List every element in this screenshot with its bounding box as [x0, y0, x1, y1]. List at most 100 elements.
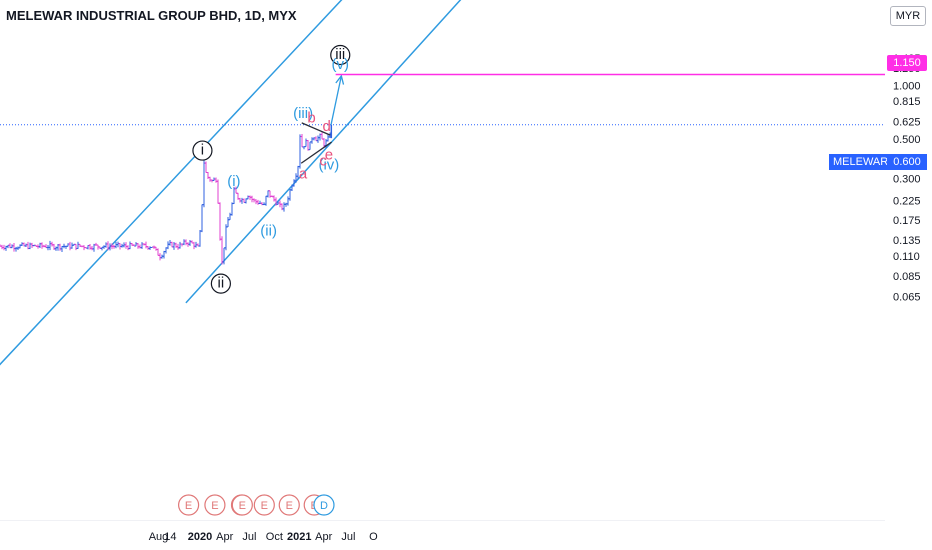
- event-marker-text: E: [185, 500, 192, 512]
- wave-label-circled[interactable]: iii: [330, 44, 351, 66]
- ohlc-bar: [54, 246, 58, 251]
- wave-label[interactable]: (i): [227, 173, 240, 190]
- ohlc-bar: [200, 204, 204, 233]
- ohlc-bar: [144, 241, 148, 249]
- x-tick-label: Apr: [216, 531, 233, 543]
- ohlc-bar: [158, 253, 162, 261]
- earnings-marker[interactable]: E: [278, 494, 300, 516]
- ohlc-bar: [128, 241, 132, 250]
- ohlc-bar: [304, 138, 308, 148]
- ohlc-bar: [0, 244, 4, 250]
- x-tick-label: O: [369, 531, 378, 543]
- ohlc-bar: [288, 188, 292, 201]
- event-marker-text: E: [211, 500, 218, 512]
- channel-lower-line[interactable]: [185, 0, 885, 304]
- y-tick-label: 0.300: [893, 173, 921, 185]
- ohlc-bar: [24, 243, 28, 247]
- ohlc-bar: [40, 242, 44, 249]
- target-price-label: 1.150: [887, 55, 927, 71]
- ohlc-bar: [298, 134, 302, 169]
- ohlc-bar: [68, 241, 72, 251]
- triangle-upper-line[interactable]: [301, 122, 331, 136]
- wave-label[interactable]: (iv): [318, 156, 339, 173]
- price-axis[interactable]: 1.2501.0000.8150.6250.5000.3750.3000.225…: [885, 0, 932, 520]
- ohlc-bar: [74, 243, 78, 251]
- x-tick-label: 2020: [188, 531, 212, 543]
- y-tick-label: 0.085: [893, 271, 921, 283]
- x-tick-label: Jul: [341, 531, 355, 543]
- y-tick-label: 0.625: [893, 117, 921, 129]
- ohlc-bar: [182, 239, 186, 246]
- ohlc-bar: [316, 135, 320, 143]
- chart-title: MELEWAR INDUSTRIAL GROUP BHD, 1D, MYX: [6, 8, 297, 23]
- x-tick-label: 2021: [287, 531, 311, 543]
- wave-label-text: iii: [335, 46, 345, 63]
- currency-button[interactable]: MYR: [890, 6, 926, 26]
- last-price-tag: 0.600: [887, 154, 927, 170]
- ohlc-bar: [176, 243, 180, 250]
- ohlc-bar: [124, 242, 128, 249]
- y-tick-label: 0.175: [893, 215, 921, 227]
- wave-label[interactable]: b: [307, 109, 315, 126]
- earnings-marker[interactable]: E: [178, 494, 200, 516]
- wave-label[interactable]: e: [325, 146, 333, 163]
- ohlc-bar: [224, 224, 228, 251]
- wave-label-circled[interactable]: ii: [210, 273, 231, 294]
- ohlc-bar: [172, 242, 176, 250]
- x-tick-label: 14: [164, 531, 176, 543]
- wave-label[interactable]: a: [299, 165, 308, 182]
- ohlc-bar: [50, 241, 54, 247]
- earnings-marker[interactable]: E: [231, 494, 253, 516]
- wave-label[interactable]: (v): [332, 56, 350, 73]
- wave-label-text: ii: [218, 275, 225, 292]
- y-tick-label: 0.135: [893, 235, 921, 247]
- dividend-marker[interactable]: D: [313, 494, 335, 516]
- ohlc-bar: [90, 245, 94, 251]
- earnings-marker[interactable]: E: [204, 494, 226, 516]
- ohlc-bar: [294, 173, 298, 183]
- ohlc-bar: [76, 241, 80, 249]
- ohlc-bar: [226, 216, 230, 228]
- triangle-lower-line[interactable]: [300, 141, 332, 164]
- ohlc-bar: [308, 141, 312, 151]
- ohlc-bar: [314, 136, 318, 142]
- ohlc-bar: [12, 242, 16, 252]
- ohlc-bar: [284, 202, 288, 207]
- ohlc-bar: [20, 242, 24, 246]
- ohlc-bar: [214, 177, 218, 183]
- ohlc-bar: [154, 246, 158, 251]
- ohlc-bar: [198, 230, 202, 247]
- ohlc-bar: [102, 245, 106, 249]
- x-tick-label: Jul: [242, 531, 256, 543]
- y-tick-label: 0.815: [893, 96, 921, 108]
- ohlc-bar: [140, 242, 144, 249]
- ohlc-bar: [222, 247, 226, 265]
- x-tick-label: Apr: [315, 531, 332, 543]
- ohlc-bar: [208, 176, 212, 182]
- ohlc-bar: [136, 243, 140, 249]
- wave-label[interactable]: c: [319, 153, 327, 170]
- x-tick-label: Aug: [149, 531, 169, 543]
- ohlc-bar: [256, 199, 260, 205]
- earnings-marker[interactable]: E: [253, 494, 275, 516]
- wave-label-text: i: [201, 142, 204, 159]
- ohlc-bar: [60, 245, 64, 252]
- ohlc-bar: [202, 160, 206, 208]
- wave-label[interactable]: d: [323, 118, 331, 135]
- projection-arrow[interactable]: [330, 75, 342, 125]
- ohlc-bar: [264, 195, 268, 206]
- y-tick-label: 0.110: [893, 251, 920, 263]
- wave-label[interactable]: (ii): [260, 223, 277, 240]
- ohlc-bar: [58, 243, 62, 251]
- wave-label[interactable]: (iii): [293, 105, 313, 122]
- ohlc-bar: [216, 179, 220, 204]
- ohlc-bar: [282, 202, 286, 212]
- ohlc-bar: [286, 196, 290, 206]
- ohlc-bar: [272, 195, 276, 202]
- symbol-price-tag: MELEWAR: [829, 154, 893, 170]
- wave-label-circled[interactable]: i: [192, 140, 213, 161]
- channel-upper-line[interactable]: [0, 0, 885, 386]
- y-tick-label: 0.500: [893, 134, 921, 146]
